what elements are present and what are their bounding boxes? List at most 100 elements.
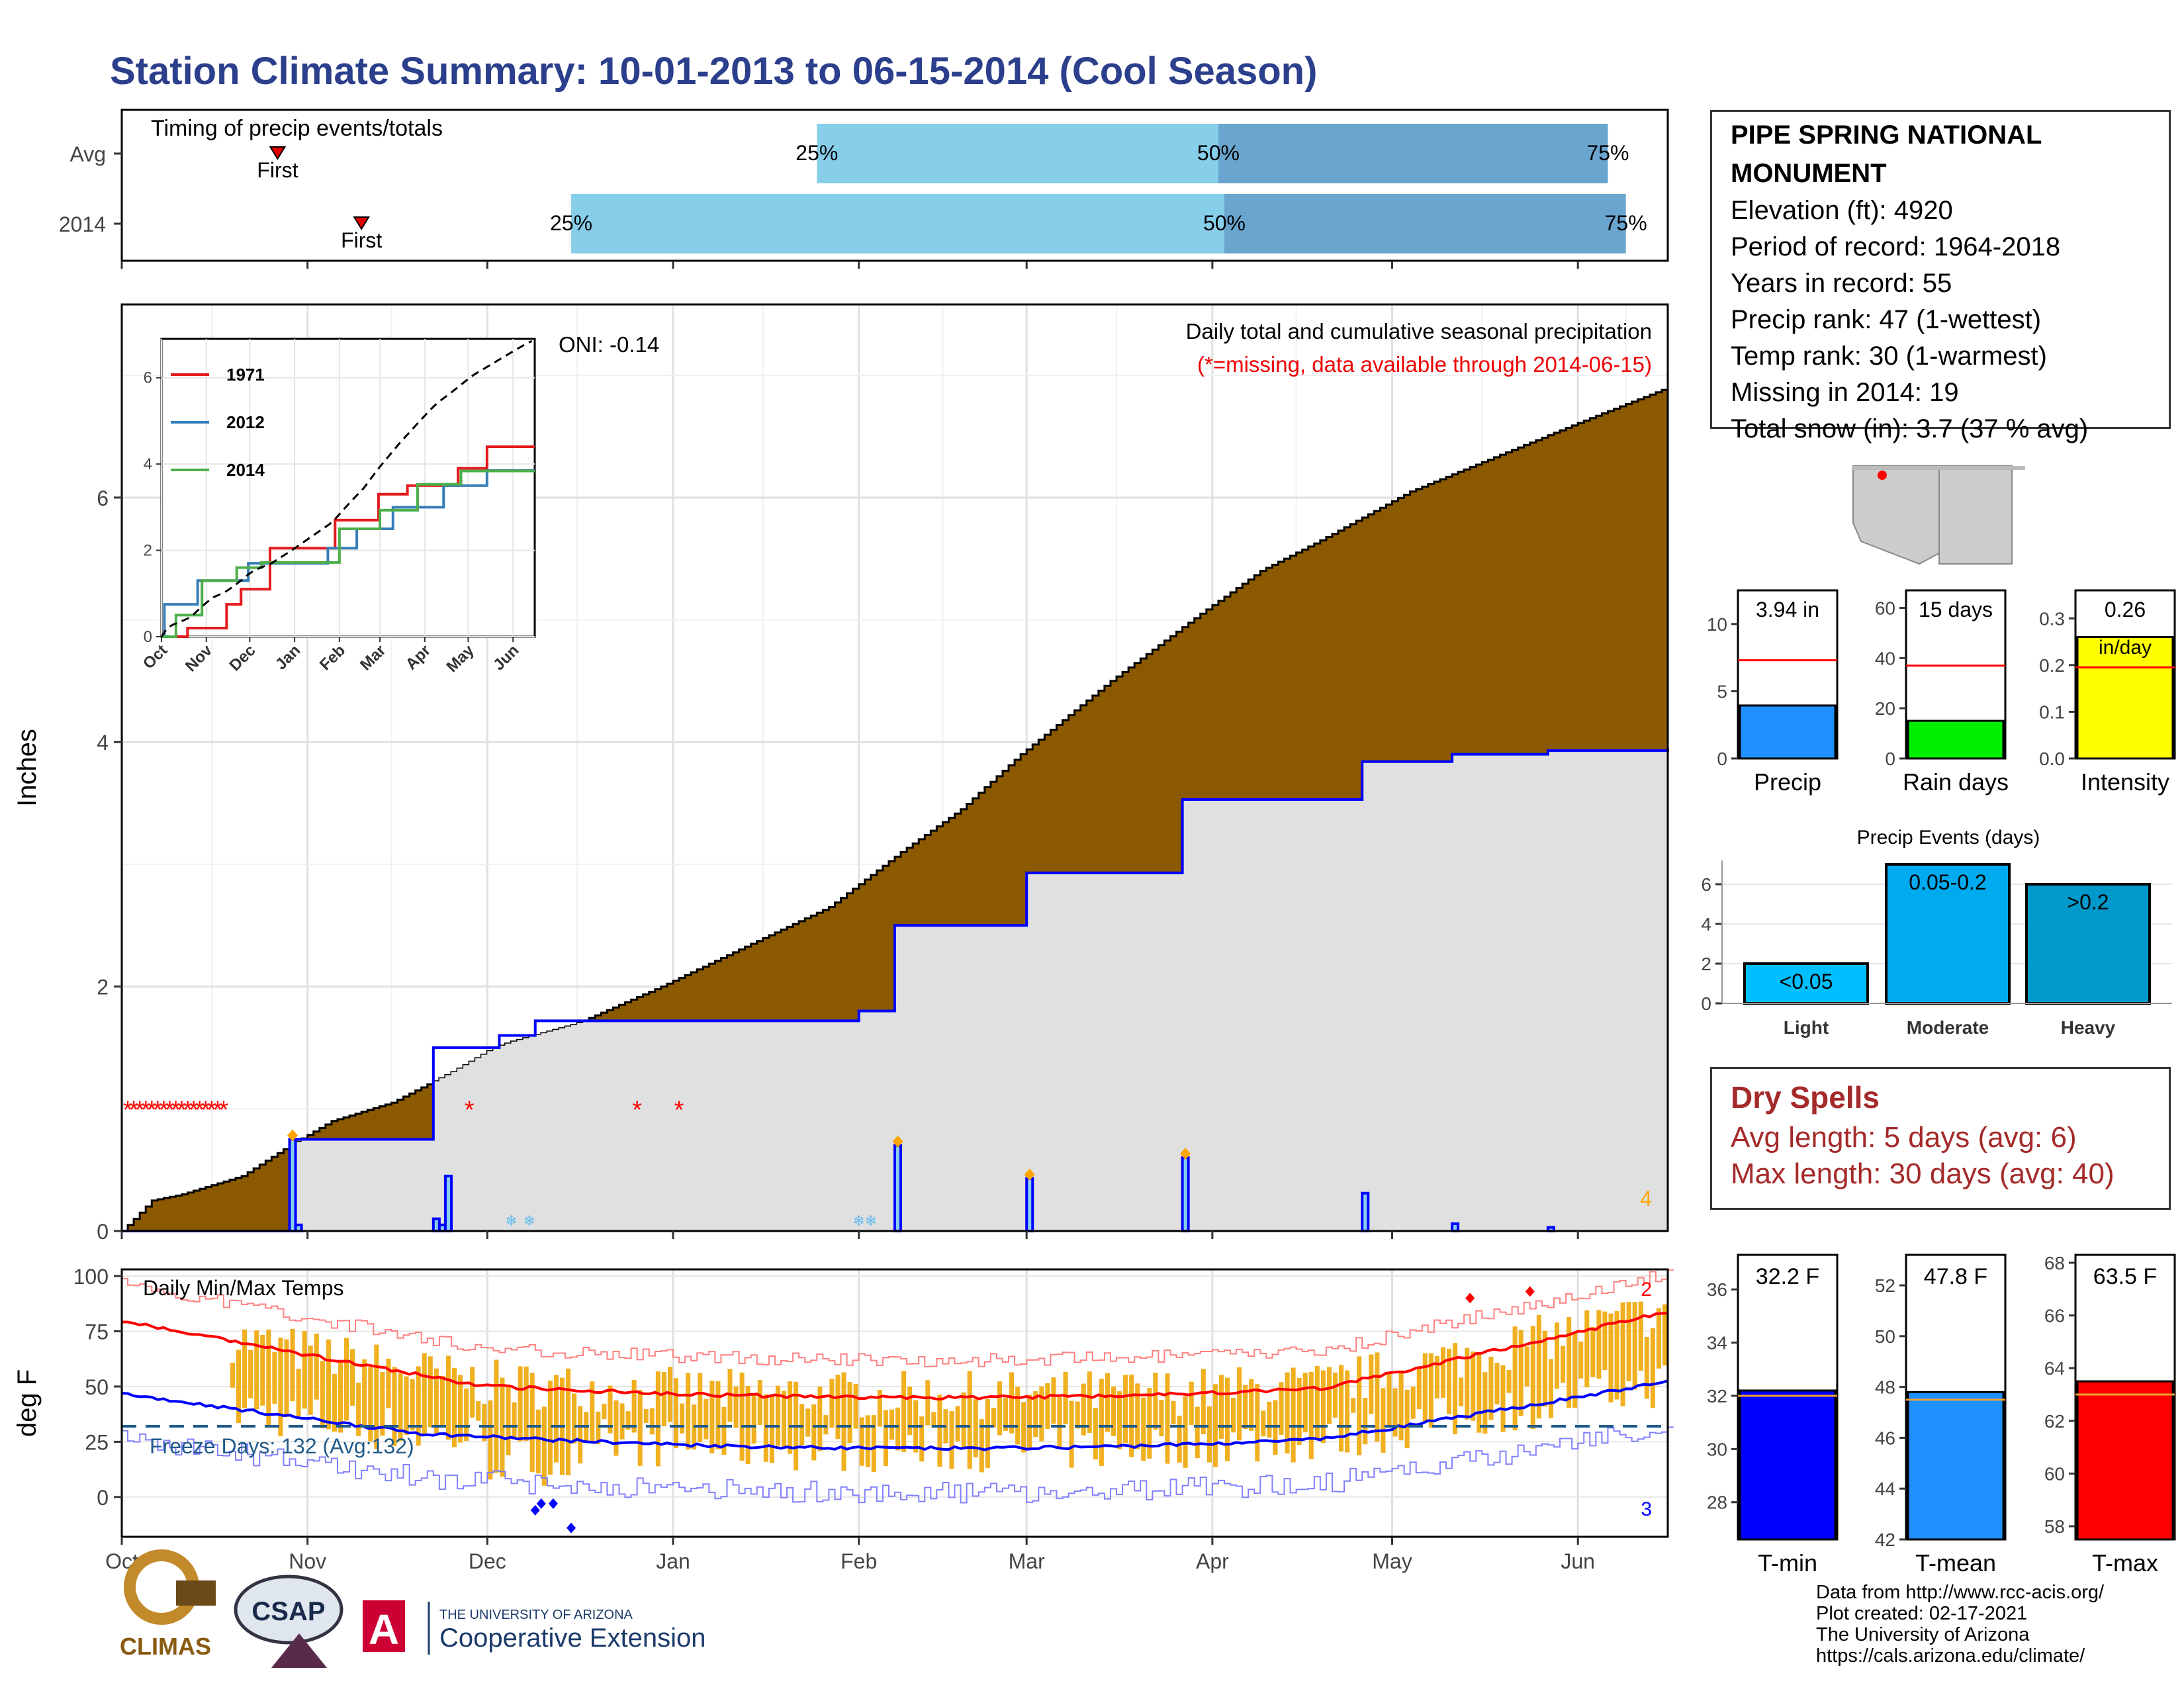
daily-temp-bar bbox=[590, 1381, 595, 1443]
summary-y-tick-label: 5 bbox=[1717, 681, 1727, 702]
daily-temp-bar bbox=[1375, 1352, 1380, 1442]
record-low-marker bbox=[530, 1504, 540, 1516]
summary-bar-label: Intensity bbox=[2081, 768, 2169, 796]
map-station-dot bbox=[1878, 471, 1887, 480]
oni-label: ONI: -0.14 bbox=[559, 332, 659, 357]
temp-summary-y-tick-label: 66 bbox=[2044, 1306, 2065, 1326]
station-info-box: PIPE SPRING NATIONAL MONUMENT Elevation … bbox=[1710, 110, 2171, 443]
daily-temp-bar bbox=[512, 1402, 517, 1440]
events-y-tick-label: 4 bbox=[1701, 914, 1711, 935]
precip-corner-label: 4 bbox=[1640, 1187, 1652, 1211]
daily-temp-bar bbox=[1422, 1353, 1428, 1423]
daily-temp-bar bbox=[1249, 1379, 1254, 1432]
ua-logo-line-1: THE UNIVERSITY OF ARIZONA bbox=[439, 1608, 633, 1622]
temp-summary-y-tick-label: 30 bbox=[1707, 1439, 1727, 1459]
station-elevation: Elevation (ft): 4920 bbox=[1731, 196, 1953, 225]
daily-temp-bar bbox=[871, 1415, 876, 1473]
daily-temp-bar bbox=[1183, 1396, 1188, 1468]
daily-temp-bar bbox=[392, 1367, 397, 1446]
daily-temp-bar bbox=[458, 1375, 463, 1443]
daily-temp-bar bbox=[541, 1406, 547, 1486]
events-title: Precip Events (days) bbox=[1857, 827, 2040, 848]
timing-bar-upper bbox=[1218, 124, 1608, 183]
daily-temp-bar bbox=[1453, 1343, 1458, 1435]
daily-temp-bar bbox=[673, 1378, 679, 1449]
missing-marker: * bbox=[183, 1096, 193, 1124]
timing-first-label: First bbox=[257, 158, 298, 182]
daily-temp-bar bbox=[506, 1386, 511, 1455]
missing-marker: * bbox=[632, 1096, 642, 1124]
daily-temp-bar bbox=[1171, 1400, 1176, 1425]
daily-temp-bar bbox=[302, 1331, 307, 1409]
record-high-marker bbox=[1465, 1293, 1475, 1304]
daily-temp-bar bbox=[1572, 1332, 1578, 1408]
temp-summary-y-tick-label: 58 bbox=[2044, 1516, 2065, 1537]
daily-temp-bar bbox=[973, 1399, 978, 1457]
station-missing: Missing in 2014: 19 bbox=[1731, 378, 1959, 407]
snow-marker: ❄ bbox=[852, 1212, 864, 1229]
cumulative-observed-line bbox=[122, 748, 1669, 1232]
logos: CLIMAS CSAP A THE UNIVERSITY OF ARIZONACoop… bbox=[120, 1549, 705, 1668]
record-min-line bbox=[122, 1426, 1674, 1504]
daily-temp-bar bbox=[1381, 1388, 1386, 1453]
summary-y-tick-label: 40 bbox=[1875, 648, 1895, 668]
daily-temp-bar bbox=[655, 1371, 660, 1467]
temp-summary-y-tick-label: 64 bbox=[2044, 1358, 2065, 1379]
daily-temp-bar bbox=[368, 1367, 373, 1441]
precip-y-tick-label: 4 bbox=[97, 731, 109, 754]
daily-temp-bar bbox=[1404, 1389, 1410, 1449]
daily-temp-bar bbox=[949, 1411, 954, 1469]
daily-temp-bar bbox=[1033, 1391, 1038, 1438]
daily-temp-bar bbox=[439, 1375, 445, 1426]
daily-precip-bar bbox=[893, 1144, 903, 1232]
daily-temp-bar bbox=[1165, 1373, 1170, 1464]
daily-temp-bar bbox=[853, 1383, 858, 1429]
daily-temp-bar bbox=[1189, 1381, 1194, 1426]
missing-marker: * bbox=[123, 1096, 133, 1124]
daily-temp-bar bbox=[781, 1391, 787, 1447]
large-event-marker bbox=[1024, 1168, 1035, 1181]
daily-temp-bar bbox=[1159, 1400, 1164, 1437]
daily-temp-bar bbox=[829, 1379, 835, 1428]
daily-temp-bar bbox=[979, 1419, 984, 1473]
missing-marker: * bbox=[674, 1096, 684, 1124]
inset-y-tick-label: 6 bbox=[144, 369, 152, 387]
daily-temp-bar bbox=[578, 1406, 583, 1464]
daily-temp-bar bbox=[686, 1373, 691, 1450]
summary-y-tick-label: 0 bbox=[1885, 749, 1895, 769]
temp-summary-t-max: 58 60 62 64 66 68 63.5 F T-max bbox=[2044, 1253, 2176, 1577]
daily-temp-bar bbox=[1554, 1322, 1560, 1389]
large-event-marker bbox=[287, 1129, 298, 1142]
daily-precip-bar bbox=[1361, 1191, 1370, 1232]
daily-temp-bar bbox=[1398, 1370, 1404, 1441]
event-category-label: Heavy bbox=[2061, 1017, 2116, 1038]
dry-spells-max: Max length: 30 days (avg: 40) bbox=[1731, 1158, 2115, 1190]
daily-temp-bar bbox=[1015, 1387, 1021, 1445]
daily-temp-bar bbox=[1410, 1387, 1416, 1419]
temp-summary-y-tick-label: 50 bbox=[1875, 1326, 1895, 1347]
summary-bar-rain-days: 0 20 40 60 15 days Rain days bbox=[1875, 589, 2009, 796]
daily-temp-bar bbox=[1009, 1372, 1015, 1434]
daily-temp-bar bbox=[1416, 1367, 1422, 1410]
climas-logo-icon bbox=[176, 1580, 216, 1606]
daily-temp-bar bbox=[997, 1381, 1002, 1436]
daily-temp-bar bbox=[961, 1392, 966, 1449]
daily-temp-bar bbox=[416, 1366, 421, 1446]
temp-panel-border bbox=[120, 1268, 1669, 1538]
daily-temp-bar bbox=[272, 1352, 277, 1404]
daily-temp-bar bbox=[811, 1404, 817, 1461]
missing-marker: * bbox=[212, 1096, 222, 1124]
month-tick-label: Apr bbox=[1196, 1549, 1229, 1573]
daily-temp-bar bbox=[859, 1417, 864, 1466]
daily-temp-bar bbox=[1255, 1384, 1260, 1462]
temp-min-corner-label: 3 bbox=[1641, 1498, 1652, 1520]
timing-first-marker bbox=[269, 146, 287, 160]
daily-temp-bar bbox=[739, 1372, 745, 1461]
temp-summary-value bbox=[2076, 1380, 2174, 1541]
precip-y-tick-label: 6 bbox=[97, 486, 109, 510]
daily-temp-bar bbox=[553, 1375, 559, 1463]
daily-temp-bar bbox=[619, 1403, 625, 1440]
daily-temp-bar bbox=[266, 1329, 271, 1426]
timing-first-label: First bbox=[341, 228, 382, 252]
